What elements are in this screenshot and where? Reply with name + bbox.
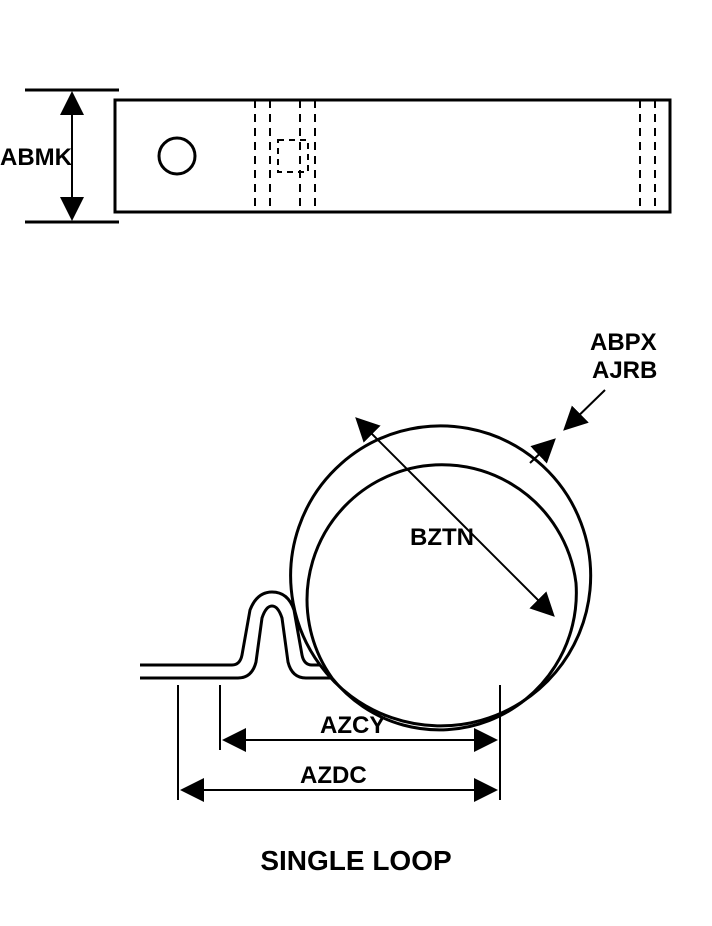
mounting-hole — [159, 138, 195, 174]
label-azcy: AZCY — [320, 712, 385, 739]
label-abmk: ABMK — [0, 144, 73, 171]
label-ajrb: AJRB — [592, 357, 657, 384]
label-azdc: AZDC — [300, 762, 367, 789]
diagram-svg: ABMK BZTN ABPX AJRB AZCY — [0, 0, 712, 921]
label-abpx: ABPX — [590, 329, 657, 356]
top-view: ABMK — [0, 90, 670, 222]
side-view: BZTN ABPX AJRB AZCY AZDC — [140, 329, 657, 800]
diagram-title: SINGLE LOOP — [260, 845, 451, 876]
label-bztn: BZTN — [410, 524, 474, 551]
diagram-container: ABMK BZTN ABPX AJRB AZCY — [0, 0, 712, 921]
